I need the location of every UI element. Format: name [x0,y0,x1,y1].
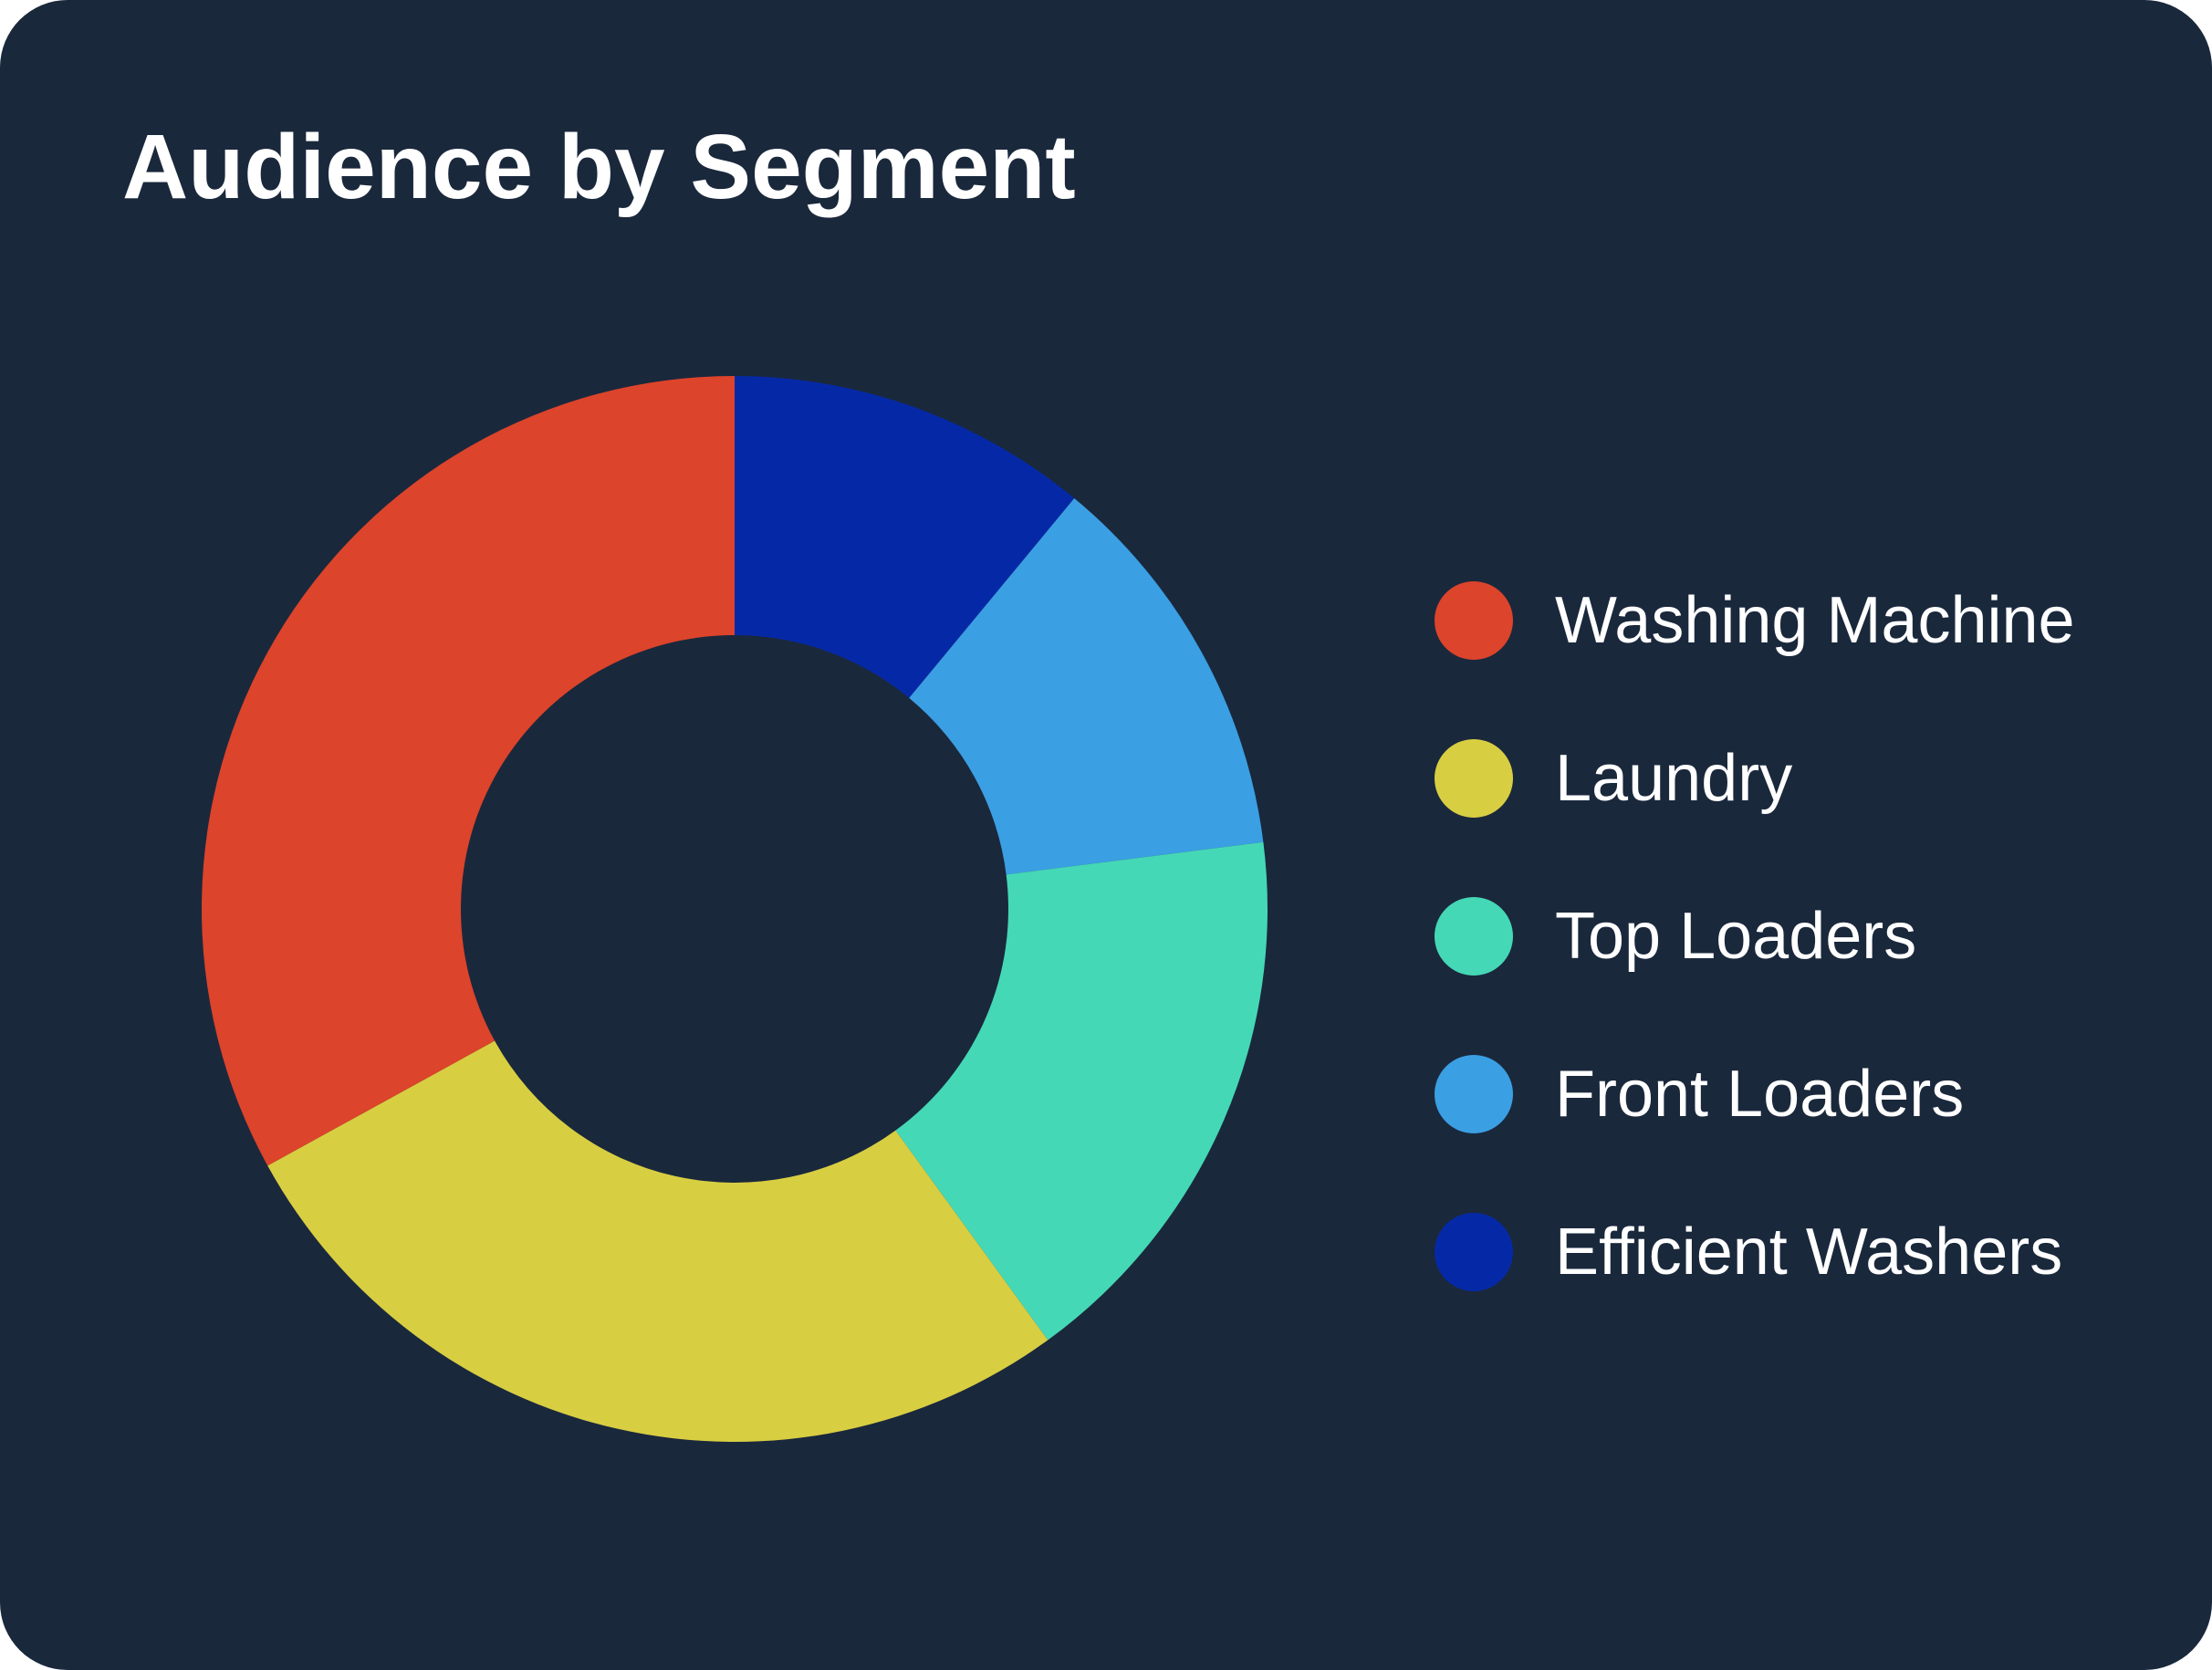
slice-front-loaders[interactable] [909,498,1264,875]
legend-item-front-loaders[interactable]: Front Loaders [1435,1015,2075,1173]
legend-swatch [1435,1054,1513,1133]
legend-item-efficient-washers[interactable]: Efficient Washers [1435,1173,2075,1331]
legend-item-laundry[interactable]: Laundry [1435,699,2075,857]
legend-label: Washing Machine [1555,583,2075,657]
legend-label: Laundry [1555,741,1793,815]
legend-item-washing-machine[interactable]: Washing Machine [1435,541,2075,699]
legend-swatch [1435,580,1513,660]
slice-laundry[interactable] [267,1040,1049,1443]
slice-washing-machine[interactable] [202,376,736,1166]
legend-swatch [1435,1212,1513,1291]
slice-top-loaders[interactable] [895,841,1268,1341]
chart-title: Audience by Segment [122,116,1076,218]
legend-label: Top Loaders [1555,899,1917,973]
donut-slices [202,376,1268,1443]
legend-swatch [1435,738,1513,818]
legend-label: Efficient Washers [1555,1215,2063,1289]
chart-legend: Washing Machine Laundry Top Loaders Front L… [1435,541,2075,1331]
legend-swatch [1435,896,1513,976]
legend-label: Front Loaders [1555,1057,1965,1131]
slice-efficient-washers[interactable] [735,376,1075,698]
legend-item-top-loaders[interactable]: Top Loaders [1435,857,2075,1015]
